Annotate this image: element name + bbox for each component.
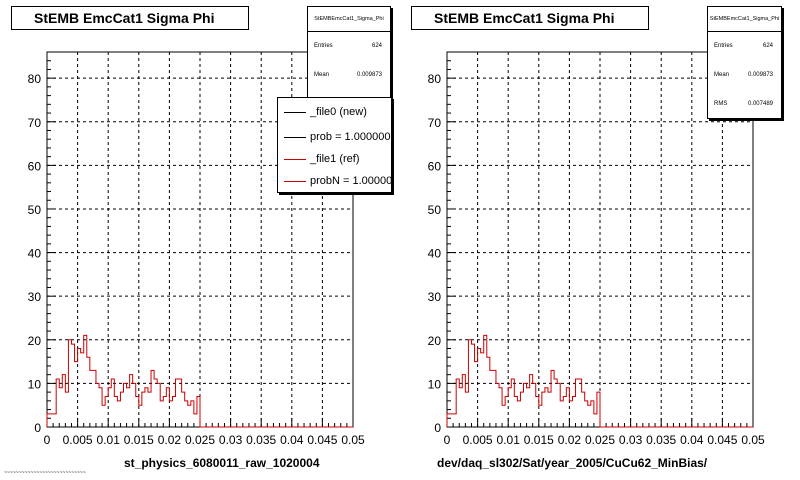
y-tick-label: 80 (428, 72, 442, 86)
y-tick-label: 30 (28, 290, 42, 304)
left-grid (47, 52, 353, 427)
stats-value: 0.007489 (747, 101, 773, 107)
y-tick-label: 70 (28, 116, 42, 130)
y-tick-label: 60 (428, 159, 442, 173)
stats-row-rms: RMS 0.007489 (708, 90, 781, 119)
y-tick-label: 70 (428, 116, 442, 130)
x-tick-label: 0.01 (497, 433, 521, 447)
x-tick-label: 0.02 (558, 433, 582, 447)
legend-swatch (284, 137, 306, 138)
x-tick-label: 0.05 (741, 433, 765, 447)
right-x-axis: 0 0.005 0.01 0.015 0.02 0.025 0.03 0.035 0.04 0.0… (444, 418, 765, 447)
stats-row-entries: Entries 624 (308, 32, 390, 61)
left-chart-title: StEMB EmcCat1 Sigma Phi (11, 6, 249, 30)
stats-label: Entries (714, 43, 733, 49)
legend-label: prob = 1.000000 (310, 131, 391, 143)
legend-label: _file0 (new) (310, 106, 367, 118)
stats-label: Mean (314, 72, 330, 78)
left-stats-box: StEMBEmcCat1_Sigma_Phi Entries 624 Mean … (307, 6, 391, 110)
stats-label: RMS (714, 101, 728, 107)
left-legend: _file0 (new) prob = 1.000000 _file1 (ref… (277, 97, 392, 193)
y-tick-label: 20 (28, 334, 42, 348)
x-tick-label: 0.015 (524, 433, 554, 447)
stats-value: 624 (762, 43, 773, 49)
right-series (446, 334, 753, 428)
stats-row-mean: Mean 0.009873 (708, 61, 781, 90)
stats-label: Entries (314, 43, 333, 49)
x-tick-label: 0.02 (158, 433, 182, 447)
legend-entry-file0: _file0 (new) (278, 98, 391, 127)
y-tick-label: 20 (428, 334, 442, 348)
stats-title: StEMBEmcCat1_Sigma_Phi (308, 7, 390, 32)
stats-row-mean: Mean 0.009873 (308, 61, 390, 90)
stats-value: 0.009873 (747, 72, 773, 78)
x-tick-label: 0 (444, 433, 451, 447)
x-tick-label: 0.05 (341, 433, 365, 447)
x-tick-label: 0 (44, 433, 51, 447)
legend-entry-prob: prob = 1.000000 (278, 127, 391, 148)
y-tick-label: 50 (428, 203, 442, 217)
y-tick-label: 60 (28, 159, 42, 173)
left-series-file1-ref (46, 334, 353, 428)
right-stats-box: StEMBEmcCat1_Sigma_Phi Entries 624 Mean … (707, 6, 782, 119)
legend-entry-file1: _file1 (ref) (278, 148, 391, 170)
corner-faint-text: ~~~~~~~~~~~~~~~~~~~~~~~~~~~~ (4, 470, 86, 476)
stats-label: Mean (714, 72, 730, 78)
y-tick-label: 40 (428, 247, 442, 261)
y-tick-label: 30 (428, 290, 442, 304)
stats-value: 624 (371, 43, 382, 49)
x-tick-label: 0.035 (646, 433, 676, 447)
right-y-axis: 0 10 20 30 40 50 60 70 80 (428, 60, 456, 435)
legend-swatch (284, 159, 306, 160)
x-tick-label: 0.035 (246, 433, 276, 447)
right-grid (447, 52, 753, 427)
x-tick-label: 0.03 (619, 433, 643, 447)
stats-value: 0.009873 (356, 72, 382, 78)
x-tick-label: 0.04 (680, 433, 704, 447)
y-tick-label: 0 (34, 421, 41, 435)
x-tick-label: 0.025 (185, 433, 215, 447)
left-y-axis: 0 10 20 30 40 50 60 70 80 (28, 60, 56, 435)
x-tick-label: 0.025 (585, 433, 615, 447)
x-tick-label: 0.03 (219, 433, 243, 447)
x-tick-label: 0.015 (124, 433, 154, 447)
x-tick-label: 0.01 (97, 433, 121, 447)
x-tick-label: 0.04 (280, 433, 304, 447)
y-tick-label: 0 (434, 421, 441, 435)
y-tick-label: 50 (28, 203, 42, 217)
stats-row-entries: Entries 624 (708, 32, 781, 61)
y-tick-label: 10 (428, 377, 442, 391)
stats-title: StEMBEmcCat1_Sigma_Phi (708, 7, 781, 32)
left-file-label: st_physics_6080011_raw_1020004 (124, 456, 320, 470)
x-tick-label: 0.045 (707, 433, 737, 447)
x-tick-label: 0.005 (463, 433, 493, 447)
legend-swatch (284, 112, 306, 113)
right-file-label: dev/daq_sl302/Sat/year_2005/CuCu62_MinBi… (437, 456, 708, 470)
y-tick-label: 40 (28, 247, 42, 261)
x-tick-label: 0.005 (63, 433, 93, 447)
left-x-axis: 0 0.005 0.01 0.015 0.02 0.025 0.03 0.035 0.04 0.0… (44, 418, 365, 447)
x-tick-label: 0.045 (307, 433, 337, 447)
legend-label: _file1 (ref) (310, 153, 360, 165)
legend-entry-probN: probN = 1.000000 (278, 170, 391, 192)
y-tick-label: 10 (28, 377, 42, 391)
legend-label: probN = 1.000000 (310, 175, 392, 187)
y-tick-label: 80 (28, 72, 42, 86)
right-chart-title: StEMB EmcCat1 Sigma Phi (411, 6, 649, 30)
legend-swatch (284, 181, 306, 182)
